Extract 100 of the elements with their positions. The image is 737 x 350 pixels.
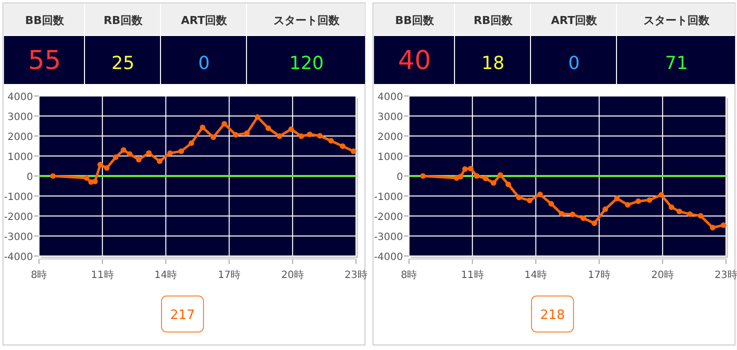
- point: [136, 156, 142, 162]
- table-value-cell: 120: [247, 36, 365, 84]
- point: [462, 166, 468, 172]
- point: [178, 148, 184, 154]
- table-header-cell: RB回数: [455, 4, 530, 35]
- y-tick-label: 0: [396, 172, 403, 183]
- point: [232, 132, 239, 138]
- category-label: BB回数: [25, 14, 65, 27]
- x-tick-label: 20時: [651, 269, 674, 281]
- y-tick-label: -3000: [4, 232, 33, 243]
- point: [468, 166, 474, 172]
- point: [537, 192, 543, 198]
- point: [156, 158, 162, 164]
- point: [97, 162, 104, 168]
- data-label: 55: [28, 46, 62, 76]
- point: [288, 126, 294, 132]
- y-tick-label: -4000: [374, 252, 403, 263]
- text: 218: [540, 308, 565, 323]
- table-header-cell: ART回数: [161, 4, 246, 35]
- point: [298, 133, 304, 139]
- x-tick-label: 8時: [400, 269, 418, 281]
- point: [104, 165, 110, 171]
- y-tick-label: -3000: [374, 232, 403, 243]
- x-tick-label: 11時: [461, 269, 484, 281]
- point: [548, 201, 554, 207]
- category-label: RB回数: [474, 14, 514, 27]
- point: [126, 151, 132, 157]
- point: [306, 132, 313, 138]
- point: [244, 130, 250, 136]
- point: [592, 220, 598, 226]
- x-tick-label: 14時: [154, 269, 178, 281]
- table-value-cell: 55: [4, 36, 84, 84]
- point: [474, 173, 480, 179]
- data-label: 25: [112, 53, 134, 74]
- point: [317, 133, 323, 139]
- point: [420, 173, 426, 179]
- y-tick-label: 2000: [378, 132, 403, 143]
- point: [558, 211, 564, 217]
- point: [112, 154, 119, 160]
- data-label: 40: [398, 46, 432, 76]
- point: [602, 206, 608, 212]
- table-value-cell: 25: [85, 36, 160, 84]
- category-label: BB回数: [395, 14, 435, 27]
- table-value-cell: 71: [617, 36, 735, 84]
- table-header-cell: BB回数: [4, 4, 84, 35]
- point: [526, 198, 532, 204]
- point: [635, 198, 642, 204]
- point: [167, 150, 173, 156]
- y-tick-label: -1000: [4, 192, 33, 203]
- x-tick-label: 23時: [344, 269, 368, 281]
- point: [210, 134, 216, 140]
- data-label: 0: [568, 53, 580, 74]
- data-label: 0: [198, 53, 210, 74]
- table-value-cell: 0: [531, 36, 616, 84]
- y-tick-label: -2000: [374, 212, 403, 223]
- y-tick-label: -1000: [374, 192, 403, 203]
- x-tick-label: 17時: [588, 269, 611, 281]
- point: [265, 125, 272, 131]
- y-tick-label: -2000: [4, 212, 33, 223]
- table-value-cell: 40: [374, 36, 454, 84]
- category-label: スタート回数: [274, 14, 340, 27]
- y-tick-label: -4000: [4, 252, 33, 263]
- point: [710, 224, 716, 230]
- point: [458, 174, 464, 180]
- point: [120, 147, 126, 153]
- data-label: 120: [289, 53, 324, 74]
- point: [92, 178, 98, 184]
- point: [188, 140, 194, 146]
- point: [340, 143, 346, 149]
- x-tick-label: 20時: [281, 269, 304, 281]
- category-label: スタート回数: [644, 14, 710, 27]
- point: [497, 172, 504, 178]
- point: [580, 215, 586, 221]
- y-tick-label: 1000: [8, 152, 33, 163]
- point: [84, 175, 90, 181]
- point: [676, 208, 682, 214]
- table-value-cell: 0: [161, 36, 246, 84]
- text: 217: [170, 308, 195, 323]
- table-header-cell: スタート回数: [247, 4, 365, 35]
- data-label: 71: [665, 53, 688, 74]
- point: [614, 196, 620, 202]
- point: [254, 114, 260, 120]
- table-header-cell: スタート回数: [617, 4, 735, 35]
- point: [506, 182, 512, 188]
- point: [50, 173, 56, 179]
- y-tick-label: 0: [26, 172, 33, 183]
- table-value-cell: 18: [455, 36, 530, 84]
- point: [720, 222, 726, 228]
- category-label: ART回数: [181, 14, 228, 27]
- data-label: 18: [482, 53, 504, 74]
- point: [698, 213, 704, 219]
- point: [658, 192, 664, 198]
- table-header-cell: ART回数: [531, 4, 616, 35]
- point: [624, 202, 631, 208]
- y-tick-label: 2000: [8, 132, 33, 143]
- y-tick-label: 1000: [378, 152, 403, 163]
- point: [276, 133, 282, 139]
- x-tick-label: 8時: [30, 269, 48, 281]
- x-tick-label: 17時: [218, 269, 241, 281]
- y-tick-label: 3000: [378, 112, 403, 123]
